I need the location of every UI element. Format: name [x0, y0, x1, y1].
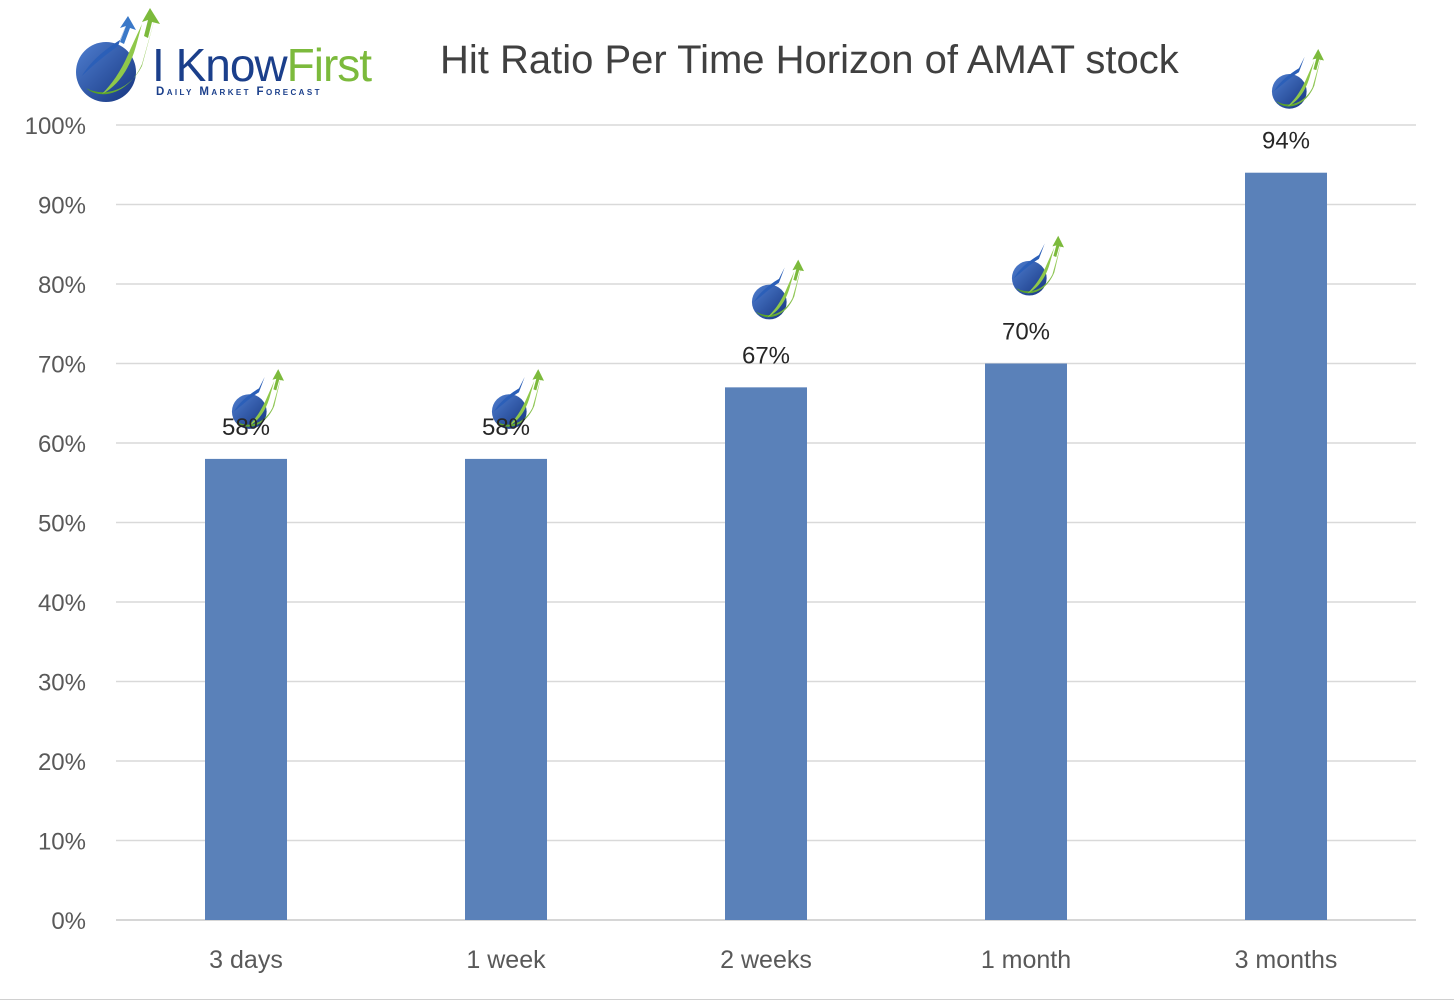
bottom-border	[0, 999, 1454, 1000]
data-label: 67%	[742, 342, 790, 369]
x-tick-label: 2 weeks	[720, 946, 812, 974]
i-know-first-marker-icon	[751, 259, 804, 320]
y-tick-label: 20%	[38, 749, 86, 776]
data-label: 58%	[482, 414, 530, 441]
x-tick-label: 3 months	[1235, 946, 1338, 974]
y-tick-label: 90%	[38, 193, 86, 220]
chart-title: Hit Ratio Per Time Horizon of AMAT stock	[440, 38, 1179, 82]
logo-word-know: Know	[175, 39, 288, 91]
bar	[725, 387, 807, 921]
i-know-first-logo: I KnowFirst Daily Market Forecast	[72, 6, 392, 114]
data-label: 94%	[1262, 128, 1310, 155]
i-know-first-marker-icon	[1011, 235, 1064, 296]
y-tick-label: 50%	[38, 511, 86, 538]
bar	[465, 458, 547, 920]
logo-tagline: Daily Market Forecast	[156, 86, 322, 98]
data-label: 70%	[1002, 319, 1050, 346]
data-label: 58%	[222, 414, 270, 441]
y-tick-label: 0%	[51, 908, 86, 935]
bar	[1245, 172, 1327, 920]
y-tick-label: 10%	[38, 829, 86, 856]
bar	[985, 363, 1067, 920]
logo-swoosh-icon	[76, 8, 160, 102]
bar	[205, 458, 287, 920]
logo-word-i: I	[152, 39, 165, 91]
y-tick-label: 60%	[38, 431, 86, 458]
logo-wordmark: I KnowFirst	[152, 38, 372, 92]
y-tick-label: 80%	[38, 272, 86, 299]
logo-word-first: First	[286, 39, 372, 91]
i-know-first-marker-icon	[1271, 48, 1324, 109]
y-tick-label: 40%	[38, 590, 86, 617]
x-tick-label: 3 days	[209, 946, 283, 974]
x-tick-label: 1 month	[981, 946, 1071, 974]
y-tick-label: 70%	[38, 352, 86, 379]
x-tick-label: 1 week	[466, 946, 546, 974]
y-tick-label: 100%	[25, 113, 86, 140]
y-tick-label: 30%	[38, 670, 86, 697]
